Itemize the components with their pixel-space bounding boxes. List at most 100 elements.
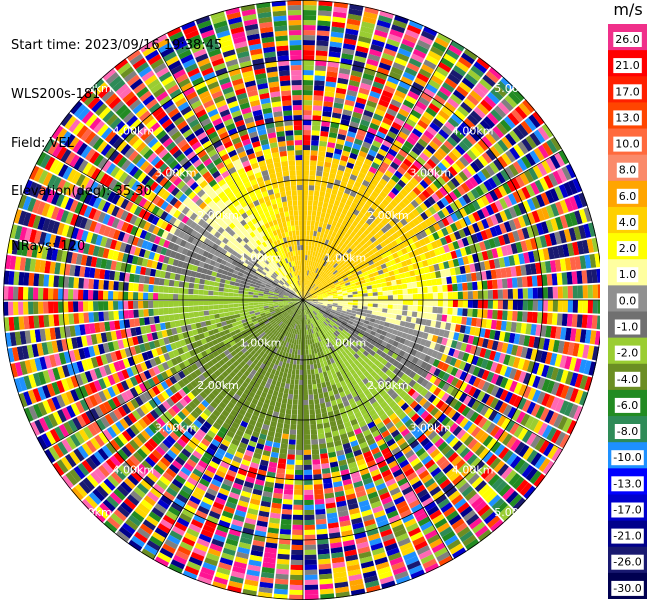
gate-cell	[374, 76, 386, 85]
gate-cell	[455, 60, 470, 73]
gate-cell	[524, 117, 537, 132]
gate-cell	[394, 257, 401, 264]
gate-cell	[464, 179, 475, 191]
gate-cell	[536, 208, 546, 222]
gate-cell	[314, 220, 320, 227]
gate-cell	[461, 274, 467, 283]
gate-cell	[316, 45, 329, 52]
gate-cell	[400, 226, 408, 235]
gate-cell	[516, 228, 525, 241]
gate-cell	[556, 168, 568, 183]
gate-cell	[466, 114, 479, 126]
gate-cell	[527, 251, 535, 263]
gate-cell	[387, 308, 393, 314]
gate-cell	[329, 214, 335, 221]
gate-cell	[325, 286, 331, 290]
gate-cell	[377, 148, 388, 157]
gate-cell	[505, 150, 517, 163]
gate-cell	[317, 296, 323, 299]
gate-cell	[296, 424, 303, 430]
gate-cell	[469, 130, 481, 142]
gate-cell	[472, 86, 486, 99]
gate-cell	[303, 285, 305, 291]
gate-cell	[341, 114, 352, 122]
gate-cell	[430, 155, 441, 165]
gate-cell	[431, 313, 438, 321]
gate-cell	[424, 251, 432, 260]
gate-cell	[512, 288, 518, 299]
gate-cell	[303, 394, 309, 400]
gate-cell	[283, 388, 289, 394]
gate-cell	[347, 297, 353, 300]
gate-cell	[273, 588, 288, 595]
gate-cell	[503, 208, 513, 220]
gate-cell	[286, 373, 292, 380]
gate-cell	[317, 283, 323, 288]
gate-cell	[355, 133, 365, 141]
gate-cell	[359, 233, 367, 240]
gate-cell	[458, 218, 467, 228]
gate-cell	[346, 18, 361, 26]
gate-cell	[365, 187, 374, 195]
gate-cell	[321, 462, 330, 469]
gate-cell	[414, 142, 425, 152]
gate-cell	[335, 174, 343, 181]
gate-cell	[493, 236, 501, 248]
gate-cell	[322, 292, 328, 295]
gate-cell	[326, 223, 332, 230]
gate-cell	[459, 247, 467, 257]
gate-cell	[404, 271, 411, 278]
gate-cell	[290, 569, 303, 575]
gate-cell	[451, 147, 462, 159]
gate-cell	[490, 214, 499, 226]
gate-cell	[382, 286, 388, 292]
gate-cell	[289, 429, 297, 435]
gate-cell	[303, 115, 312, 121]
gate-cell	[306, 275, 309, 281]
gate-cell	[401, 247, 408, 255]
gate-cell	[562, 286, 568, 299]
gate-cell	[372, 140, 382, 149]
gate-cell	[515, 241, 523, 253]
gate-cell	[316, 378, 321, 384]
gate-cell	[327, 271, 333, 277]
gate-cell	[442, 292, 448, 300]
gate-cell	[317, 275, 322, 281]
gate-cell	[309, 230, 314, 236]
gate-cell	[317, 388, 323, 394]
gate-cell	[421, 189, 431, 199]
gate-cell	[450, 212, 459, 222]
gate-cell	[421, 280, 428, 287]
gate-cell	[449, 232, 457, 242]
gate-cell	[372, 307, 378, 312]
gate-cell	[293, 504, 303, 511]
gate-cell	[428, 205, 437, 215]
gate-cell	[456, 274, 463, 283]
gate-cell	[427, 293, 433, 300]
gate-cell	[481, 136, 493, 148]
gate-cell	[343, 204, 351, 211]
gate-cell	[281, 508, 293, 515]
gate-cell	[306, 354, 310, 360]
gate-cell	[383, 238, 391, 246]
gate-cell	[413, 105, 425, 115]
gate-cell	[311, 353, 316, 360]
gate-cell	[309, 235, 313, 241]
gate-cell	[507, 289, 513, 299]
gate-cell	[421, 259, 429, 267]
gate-cell	[348, 79, 360, 88]
gate-cell	[376, 214, 384, 222]
gate-cell	[307, 205, 313, 211]
gate-cell	[531, 275, 538, 287]
gate-cell	[412, 226, 420, 235]
gate-cell	[540, 192, 550, 206]
gate-cell	[318, 150, 326, 157]
gate-cell	[307, 298, 313, 300]
gate-cell	[392, 157, 403, 166]
gate-cell	[534, 236, 543, 249]
gate-cell	[304, 285, 307, 291]
gate-cell	[457, 105, 470, 117]
gate-cell	[371, 39, 385, 48]
gate-cell	[495, 172, 506, 184]
gate-cell	[344, 33, 358, 41]
